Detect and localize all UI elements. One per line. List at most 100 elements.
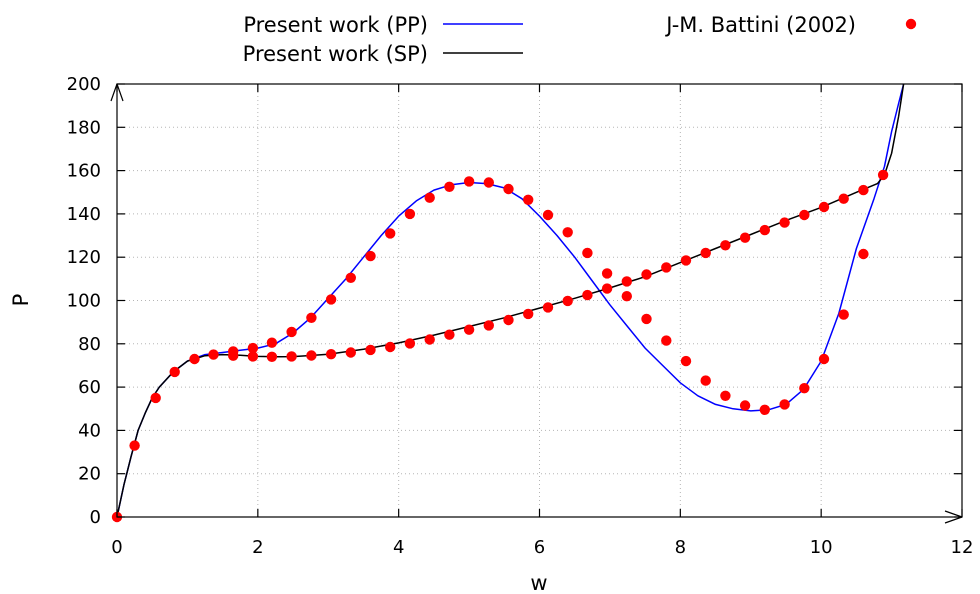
- battini-data-point: [562, 295, 573, 307]
- battini-data-point: [463, 324, 475, 335]
- battini-data-point: [503, 183, 514, 195]
- battini-data-point: [799, 383, 810, 394]
- y-tick-label: 80: [78, 334, 101, 355]
- battini-data-point: [680, 355, 692, 367]
- y-tick-label: 120: [67, 247, 101, 268]
- battini-data-point: [424, 192, 435, 203]
- battini-data-point: [365, 250, 376, 262]
- battini-data-point: [404, 338, 416, 349]
- battini-data-point: [858, 184, 869, 196]
- battini-data-point: [444, 181, 455, 192]
- x-tick-label: 12: [951, 537, 974, 558]
- battini-data-point: [582, 247, 593, 259]
- battini-data-point: [523, 308, 534, 320]
- y-tick-label: 160: [67, 161, 101, 182]
- battini-data-point: [759, 224, 770, 236]
- battini-data-point: [661, 262, 672, 273]
- legend-swatch-battini: [905, 18, 917, 30]
- x-tick-label: 10: [810, 537, 833, 558]
- battini-data-point: [858, 248, 869, 260]
- y-tick-label: 0: [90, 507, 101, 528]
- battini-data-point: [325, 349, 337, 360]
- y-tick-label: 180: [67, 117, 101, 138]
- battini-data-point: [169, 366, 180, 378]
- y-tick-label: 40: [78, 420, 101, 441]
- legend: Present work (PP) Present work (SP) J-M.…: [243, 13, 917, 66]
- battini-data-point: [700, 247, 711, 259]
- battini-data-point: [759, 404, 770, 415]
- battini-data-point: [208, 349, 219, 360]
- battini-data-point: [818, 353, 830, 365]
- battini-data-point: [739, 400, 751, 411]
- battini-data-point: [621, 291, 632, 302]
- y-axis-arrow-right: [116, 83, 124, 102]
- battini-data-point: [286, 326, 297, 338]
- x-axis-arrow-upper: [944, 510, 963, 518]
- battini-data-point: [779, 399, 790, 410]
- battini-data-point: [365, 344, 376, 356]
- battini-data-point: [877, 169, 889, 181]
- battini-data-point: [799, 209, 810, 221]
- y-axis-label: P: [9, 294, 33, 307]
- battini-data-point: [542, 302, 554, 313]
- battini-data-point: [286, 351, 297, 362]
- battini-data-point: [562, 227, 573, 238]
- battini-data-point: [838, 309, 849, 320]
- battini-data-point: [228, 350, 239, 361]
- y-axis-arrow-left: [110, 83, 118, 102]
- grid-layer: [117, 84, 962, 517]
- battini-data-point: [385, 228, 396, 239]
- battini-data-point: [601, 268, 613, 279]
- battini-data-point: [345, 272, 356, 283]
- battini-data-point: [444, 329, 455, 340]
- labels-layer: w P: [9, 294, 548, 594]
- battini-data-point: [306, 350, 317, 361]
- battini-data-point: [838, 193, 849, 204]
- legend-label-pp: Present work (PP): [243, 13, 428, 37]
- series-layer: [111, 83, 905, 523]
- legend-label-sp: Present work (SP): [243, 42, 428, 66]
- battini-data-point: [247, 351, 259, 362]
- battini-data-point: [150, 392, 161, 404]
- battini-data-point: [503, 314, 514, 326]
- y-tick-label: 200: [67, 74, 101, 95]
- battini-data-point: [720, 240, 731, 251]
- battini-data-point: [325, 294, 337, 305]
- y-tick-label: 140: [67, 204, 101, 225]
- battini-data-point: [266, 337, 278, 348]
- battini-data-point: [306, 312, 317, 323]
- battini-data-point: [189, 353, 200, 365]
- battini-data-point: [720, 390, 731, 401]
- x-axis-arrow-lower: [944, 516, 963, 524]
- battini-data-point: [661, 335, 672, 346]
- battini-data-point: [463, 176, 475, 187]
- y-tick-label: 20: [78, 464, 101, 485]
- x-tick-label: 8: [675, 537, 686, 558]
- battini-data-point: [582, 289, 593, 301]
- y-tick-label: 60: [78, 377, 101, 398]
- battini-data-point: [483, 320, 494, 331]
- battini-data-point: [542, 209, 554, 221]
- x-tick-label: 4: [393, 537, 404, 558]
- battini-data-point: [700, 375, 711, 386]
- x-tick-label: 2: [252, 537, 263, 558]
- battini-data-point: [247, 342, 259, 354]
- battini-data-point: [779, 217, 790, 228]
- battini-data-point: [266, 351, 278, 362]
- battini-data-point: [601, 283, 613, 294]
- battini-data-point: [129, 440, 140, 451]
- battini-data-point: [641, 269, 652, 280]
- x-tick-label: 6: [534, 537, 545, 558]
- battini-data-point: [818, 201, 830, 213]
- y-tick-label: 100: [67, 291, 101, 312]
- x-axis-label: w: [530, 571, 547, 594]
- battini-data-point: [345, 347, 356, 358]
- x-tick-label: 0: [111, 537, 122, 558]
- battini-data-point: [404, 208, 416, 220]
- axes-layer: [110, 83, 963, 524]
- battini-data-point: [739, 232, 751, 243]
- battini-data-point: [621, 276, 632, 287]
- battini-data-point: [385, 341, 396, 353]
- battini-data-point: [483, 177, 494, 188]
